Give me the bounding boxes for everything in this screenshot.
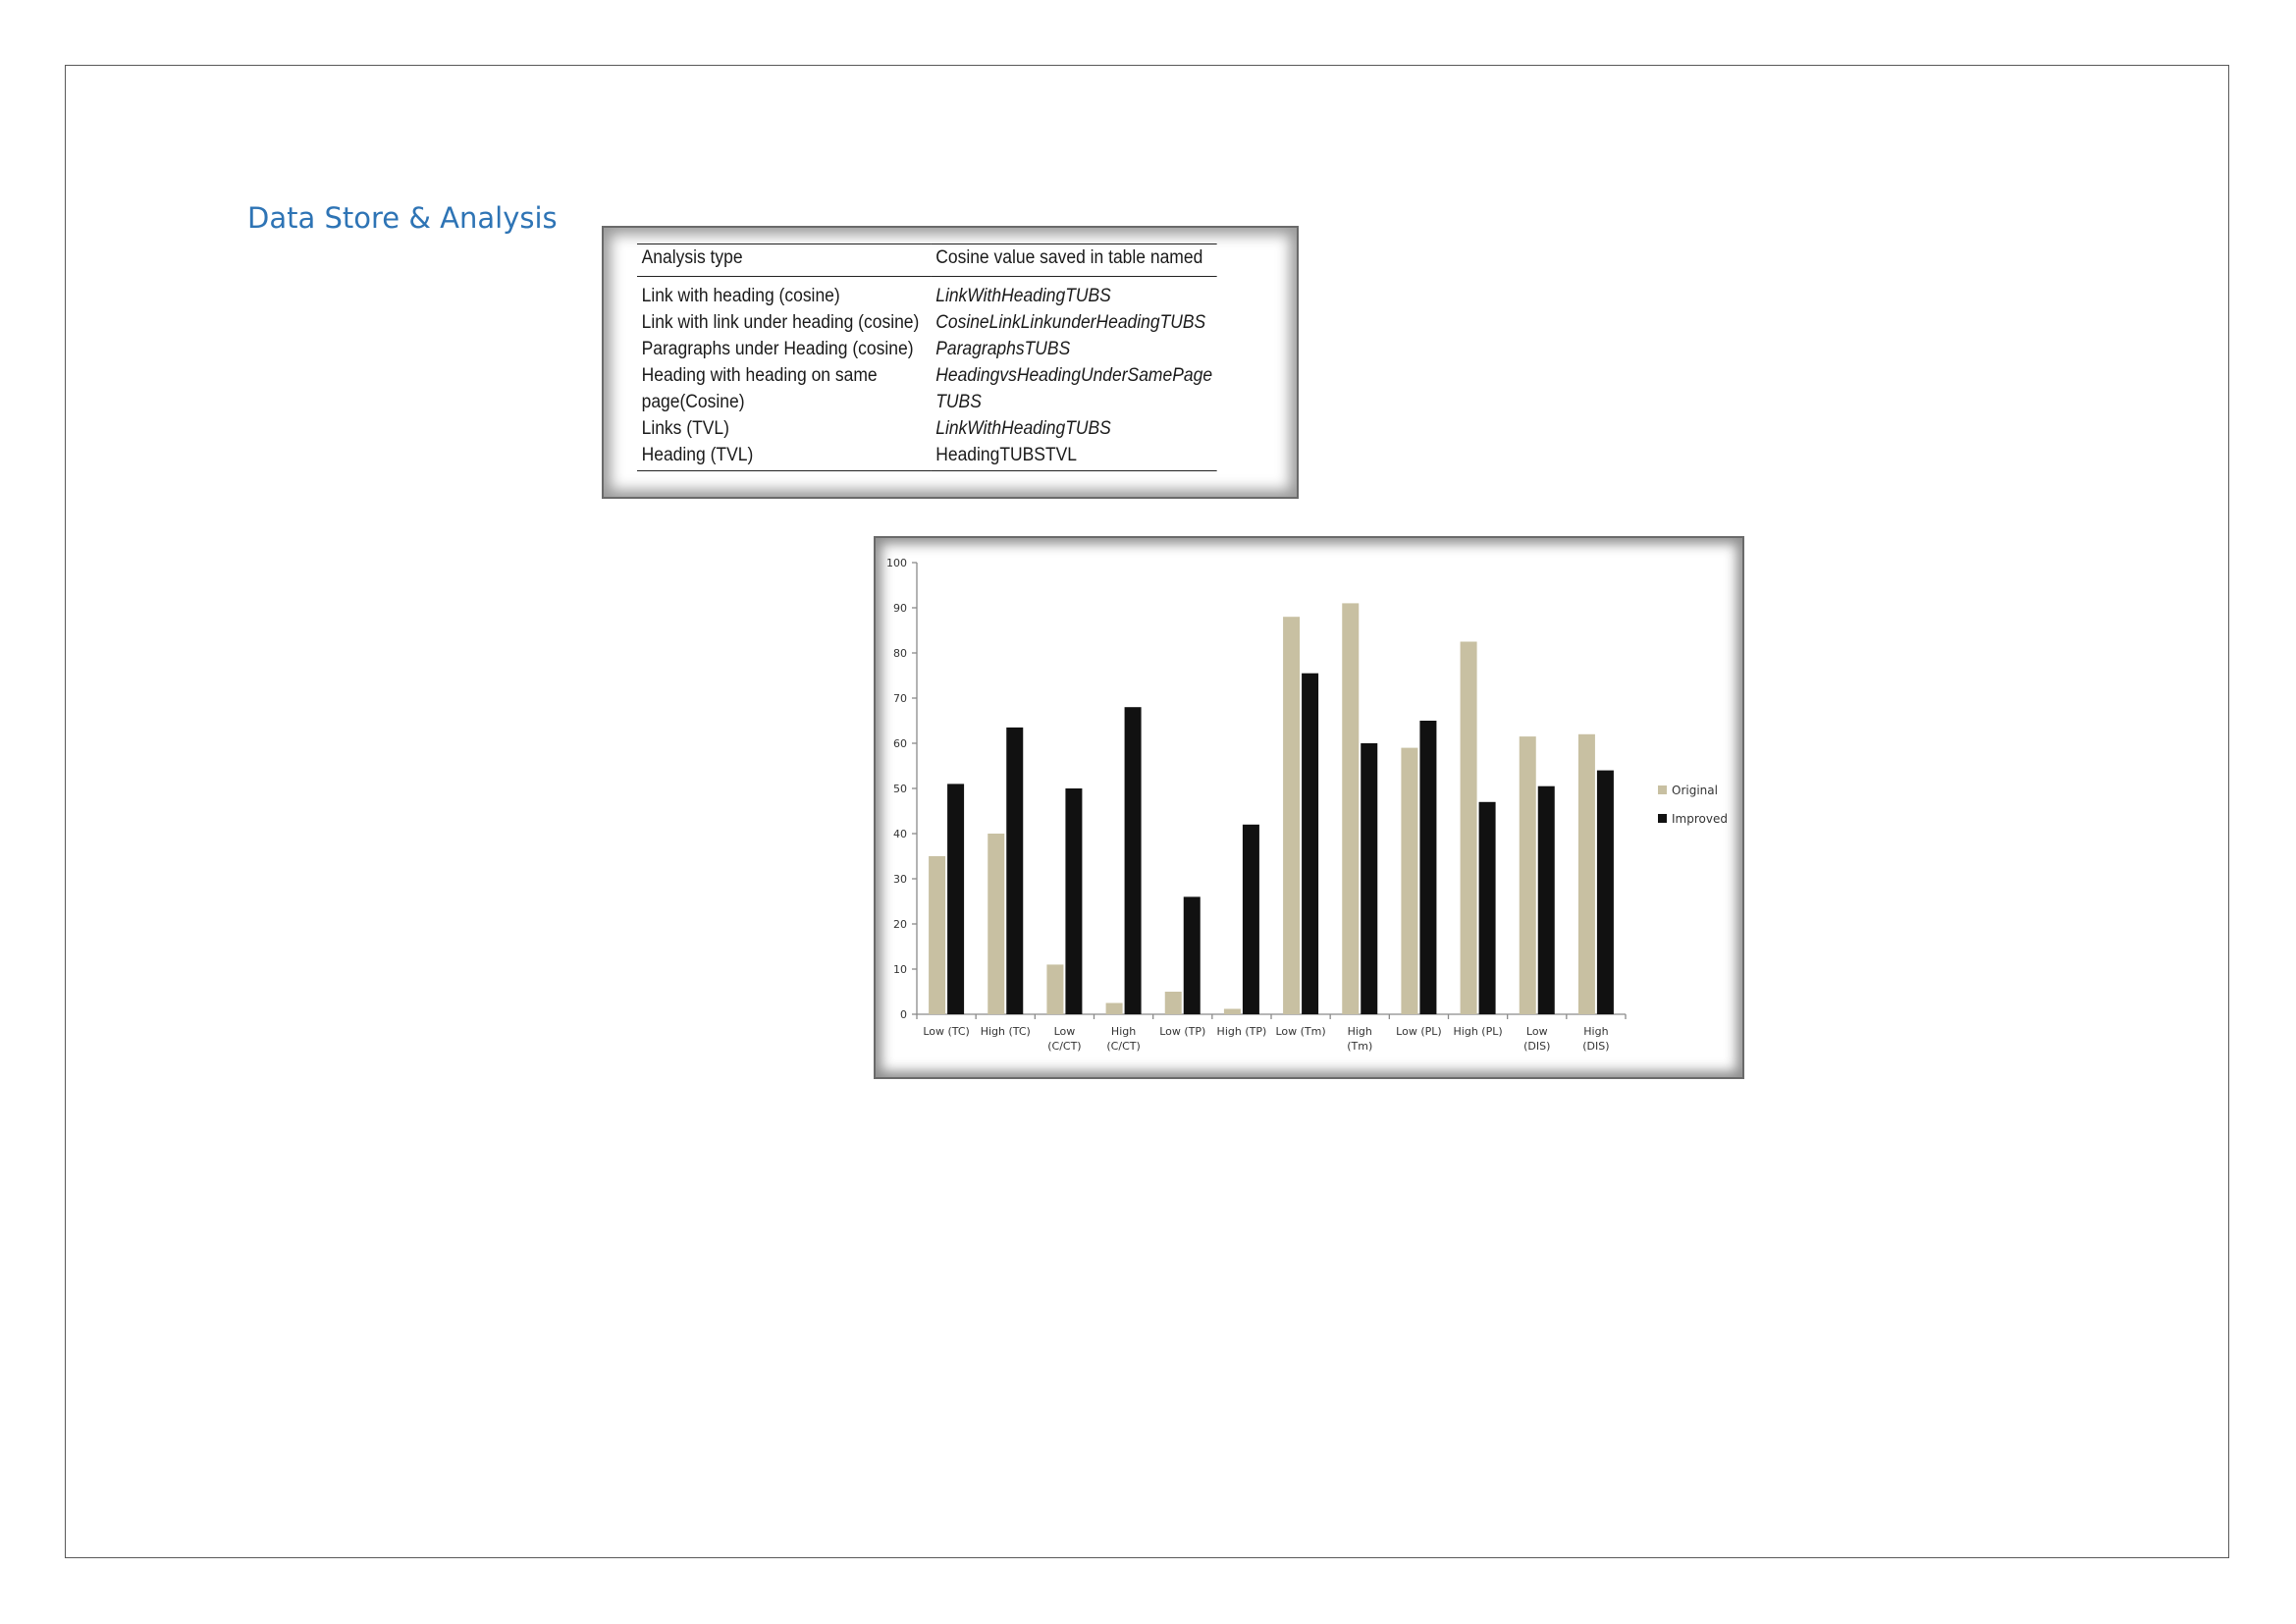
row-analysis-type: Link with link under heading (cosine) <box>641 312 920 333</box>
x-tick-label: Low (TP) <box>1159 1025 1205 1038</box>
header-analysis-type: Analysis type <box>637 244 932 277</box>
x-tick-label: (DIS) <box>1582 1040 1609 1053</box>
bar-improved <box>1242 824 1259 1014</box>
x-tick-label: Low (TC) <box>923 1025 970 1038</box>
bar-improved <box>1183 896 1201 1014</box>
row-table-name: TUBS <box>935 392 982 412</box>
bar-original <box>1164 992 1182 1014</box>
bar-improved <box>1478 801 1496 1014</box>
bar-original <box>988 834 1005 1014</box>
bar-improved <box>1361 743 1378 1014</box>
bar-original <box>1046 964 1064 1014</box>
bar-original <box>1401 747 1418 1014</box>
x-tick-label: High (TP) <box>1217 1025 1267 1038</box>
slide-frame <box>65 65 2229 1558</box>
bar-original <box>1283 617 1301 1014</box>
bar-original <box>1519 736 1536 1014</box>
table-row: Link with link under heading (cosine) Co… <box>637 309 1217 336</box>
legend-swatch-improved <box>1658 814 1667 823</box>
row-analysis-type: Heading with heading on same <box>641 365 878 386</box>
bar-original <box>1342 603 1360 1014</box>
bar-original <box>1460 641 1477 1014</box>
y-tick-label: 0 <box>900 1008 907 1021</box>
y-tick-label: 80 <box>893 647 907 660</box>
x-tick-label: (C/CT) <box>1106 1040 1140 1053</box>
x-tick-label: (Tm) <box>1347 1040 1372 1053</box>
x-tick-label: Low <box>1054 1025 1076 1038</box>
y-tick-label: 40 <box>893 828 907 840</box>
analysis-table-card: Analysis type Cosine value saved in tabl… <box>602 226 1299 499</box>
bar-improved <box>947 784 965 1014</box>
row-table-name: HeadingTUBSTVL <box>931 442 1217 471</box>
table-row: Heading with heading on same HeadingvsHe… <box>637 362 1217 389</box>
section-title: Data Store & Analysis <box>247 201 558 235</box>
y-tick-label: 50 <box>893 783 907 795</box>
x-tick-label: High <box>1348 1025 1372 1038</box>
table-header-row: Analysis type Cosine value saved in tabl… <box>637 244 1217 277</box>
bar-improved <box>1419 721 1437 1014</box>
table-row: Links (TVL) LinkWithHeadingTUBS <box>637 415 1217 442</box>
row-table-name: CosineLinkLinkunderHeadingTUBS <box>935 312 1206 333</box>
bar-improved <box>1006 727 1024 1014</box>
x-tick-label: Low (Tm) <box>1275 1025 1325 1038</box>
bar-improved <box>1537 785 1555 1014</box>
table-row: page(Cosine) TUBS <box>637 389 1217 415</box>
header-table-name: Cosine value saved in table named <box>931 244 1217 277</box>
y-tick-label: 60 <box>893 737 907 750</box>
x-tick-label: (C/CT) <box>1047 1040 1081 1053</box>
bar-chart: 0 10 20 30 40 50 60 70 80 90 100 Low (TC) High (TC) L… <box>886 557 1728 1053</box>
legend-swatch-original <box>1658 785 1667 794</box>
table-row: Heading (TVL) HeadingTUBSTVL <box>637 442 1217 471</box>
bar-improved <box>1065 788 1083 1014</box>
x-tick-label: (DIS) <box>1523 1040 1550 1053</box>
x-tick-label: High <box>1583 1025 1608 1038</box>
row-analysis-type: Paragraphs under Heading (cosine) <box>641 339 914 359</box>
y-tick-label: 10 <box>893 963 907 976</box>
bar-improved <box>1302 673 1319 1014</box>
row-table-name: LinkWithHeadingTUBS <box>935 418 1111 439</box>
y-tick-label: 30 <box>893 873 907 886</box>
bar-original <box>1105 1002 1123 1014</box>
table-row: Paragraphs under Heading (cosine) Paragr… <box>637 336 1217 362</box>
bar-original <box>1577 733 1595 1014</box>
bar-original <box>1223 1008 1241 1014</box>
legend-label-improved: Improved <box>1672 812 1728 826</box>
analysis-table: Analysis type Cosine value saved in tabl… <box>637 244 1217 471</box>
bar-original <box>929 856 946 1014</box>
row-analysis-type: page(Cosine) <box>641 392 745 412</box>
row-table-name: ParagraphsTUBS <box>935 339 1071 359</box>
x-tick-label: Low <box>1526 1025 1548 1038</box>
y-tick-label: 70 <box>893 692 907 705</box>
row-table-name: HeadingvsHeadingUnderSamePage <box>935 365 1213 386</box>
row-analysis-type: Heading (TVL) <box>637 442 932 471</box>
table-row: Link with heading (cosine) LinkWithHeadi… <box>637 277 1217 310</box>
row-analysis-type: Link with heading (cosine) <box>641 286 840 306</box>
y-tick-label: 90 <box>893 602 907 615</box>
row-table-name: LinkWithHeadingTUBS <box>935 286 1111 306</box>
x-tick-label: Low (PL) <box>1396 1025 1442 1038</box>
y-tick-label: 20 <box>893 918 907 931</box>
bar-improved <box>1124 707 1142 1014</box>
x-tick-label: High (TC) <box>981 1025 1031 1038</box>
legend-label-original: Original <box>1672 784 1718 797</box>
x-tick-label: High (PL) <box>1454 1025 1503 1038</box>
row-analysis-type: Links (TVL) <box>641 418 729 439</box>
bar-chart-card: 0 10 20 30 40 50 60 70 80 90 100 Low (TC) High (TC) L… <box>874 536 1744 1079</box>
bar-improved <box>1596 770 1614 1014</box>
x-tick-label: High <box>1111 1025 1136 1038</box>
y-tick-label: 100 <box>886 557 907 569</box>
